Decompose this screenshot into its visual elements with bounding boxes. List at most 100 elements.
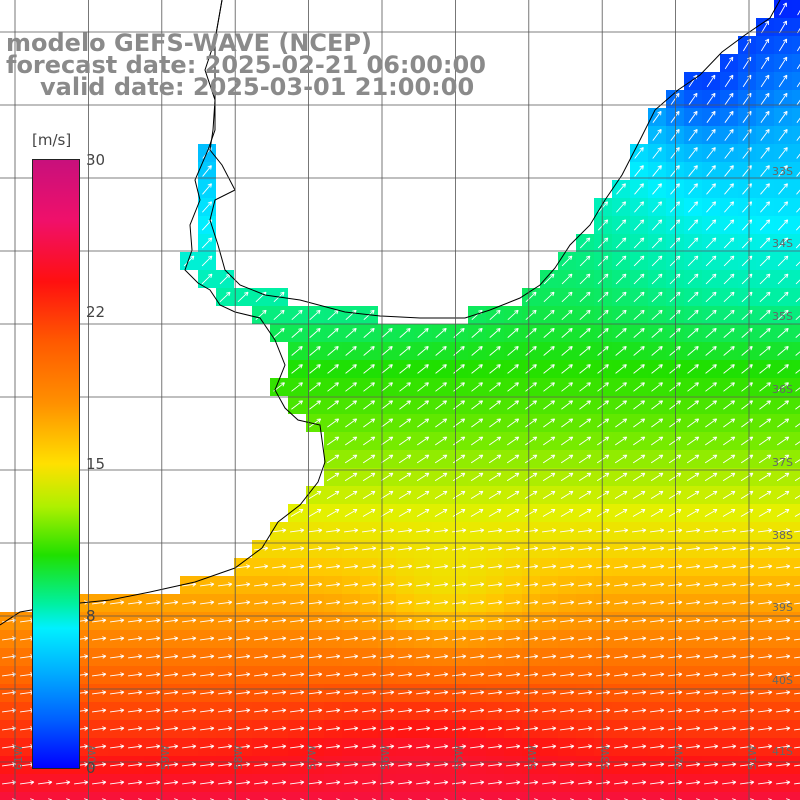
speed-cell (0, 792, 18, 800)
wind-arrow (200, 618, 215, 623)
wind-arrow (236, 672, 251, 677)
model-title: modelo GEFS-WAVE (NCEP) (6, 29, 372, 57)
wind-arrow (669, 273, 681, 285)
wind-arrow (794, 477, 800, 482)
wind-arrow (668, 636, 683, 641)
wind-arrow (633, 309, 645, 321)
wind-arrow (416, 672, 431, 677)
wind-arrow (561, 346, 573, 356)
wind-arrow (452, 636, 467, 641)
speed-cell (792, 684, 800, 702)
wind-arrow (633, 219, 645, 231)
wind-arrow (237, 291, 249, 303)
colorbar-unit: [m/s] (32, 131, 72, 149)
wind-arrow (722, 726, 737, 731)
wind-arrow (650, 472, 664, 482)
speed-cell (792, 144, 800, 162)
wind-arrow (633, 364, 645, 374)
wind-arrow (614, 454, 628, 464)
wind-arrow (706, 74, 716, 88)
wind-arrow (615, 255, 627, 267)
wind-arrow (218, 708, 233, 713)
wind-arrow (795, 315, 800, 321)
wind-arrow (524, 528, 539, 533)
wind-arrow (650, 436, 664, 446)
wind-arrow (722, 744, 737, 749)
wind-arrow (380, 472, 394, 482)
wind-arrow (488, 780, 503, 785)
colorbar-tick-22: 22 (86, 303, 106, 321)
wind-arrow (506, 636, 521, 641)
lon-label: 56W (379, 745, 392, 770)
wind-arrow (615, 273, 627, 285)
wind-arrow (794, 584, 800, 587)
wind-arrow (506, 672, 521, 677)
wind-arrow (92, 618, 107, 623)
wind-arrow (740, 546, 755, 551)
wind-arrow (759, 382, 771, 392)
wind-arrow (524, 582, 539, 587)
wind-arrow (470, 744, 485, 749)
wind-arrow (614, 618, 629, 623)
wind-arrow (327, 364, 339, 374)
wind-arrow (722, 509, 736, 517)
wind-arrow (724, 201, 735, 213)
speed-cell (378, 792, 396, 800)
wind-arrow (489, 364, 501, 374)
wind-arrow (704, 582, 719, 587)
wind-arrow (452, 528, 467, 533)
wind-arrow (525, 346, 537, 356)
wind-arrow (668, 600, 683, 605)
wind-arrow (686, 636, 701, 641)
wind-arrow (182, 726, 197, 731)
wind-arrow (758, 528, 773, 533)
wind-arrow (632, 454, 646, 464)
wind-arrow (795, 423, 800, 428)
wind-arrow (561, 418, 574, 428)
wind-arrow (704, 672, 719, 677)
wind-arrow (488, 636, 503, 641)
wind-arrow (722, 436, 736, 446)
speed-cell (540, 792, 558, 800)
wind-arrow (668, 564, 683, 569)
wind-arrow (308, 708, 323, 713)
wind-arrow (724, 74, 734, 88)
speed-cell (252, 792, 270, 800)
wind-arrow (398, 618, 413, 623)
wind-arrow (704, 654, 719, 659)
wind-arrow (344, 726, 359, 731)
lon-label: 58W (232, 745, 245, 770)
wind-arrow (760, 128, 770, 141)
wind-arrow (200, 672, 215, 677)
wind-arrow (272, 636, 287, 641)
wind-arrow (435, 327, 447, 338)
wind-arrow (578, 690, 593, 695)
wind-arrow (254, 780, 269, 785)
speed-cell (792, 108, 800, 126)
wind-arrow (596, 672, 611, 677)
wind-arrow (434, 690, 449, 695)
wind-arrow (560, 546, 575, 551)
wind-arrow (254, 762, 269, 767)
valid-date: valid date: 2025-03-01 21:00:00 (40, 73, 475, 101)
wind-arrow (740, 509, 754, 517)
wind-arrow (686, 726, 701, 731)
wind-arrow (471, 400, 484, 410)
wind-arrow (542, 436, 556, 446)
wind-arrow (740, 436, 754, 446)
wind-arrow (596, 509, 610, 517)
wind-arrow (146, 636, 161, 641)
wind-arrow (669, 382, 681, 392)
wind-arrow (614, 654, 629, 659)
wind-arrow (398, 454, 412, 464)
wind-arrow (344, 636, 359, 641)
wind-arrow (525, 327, 537, 338)
wind-arrow (272, 618, 287, 623)
wind-arrow (398, 509, 412, 517)
wind-arrow (742, 201, 753, 213)
wind-arrow (308, 490, 322, 500)
speed-cell (756, 792, 774, 800)
wind-arrow (417, 346, 429, 356)
wind-arrow (236, 690, 251, 695)
wind-arrow (488, 690, 503, 695)
